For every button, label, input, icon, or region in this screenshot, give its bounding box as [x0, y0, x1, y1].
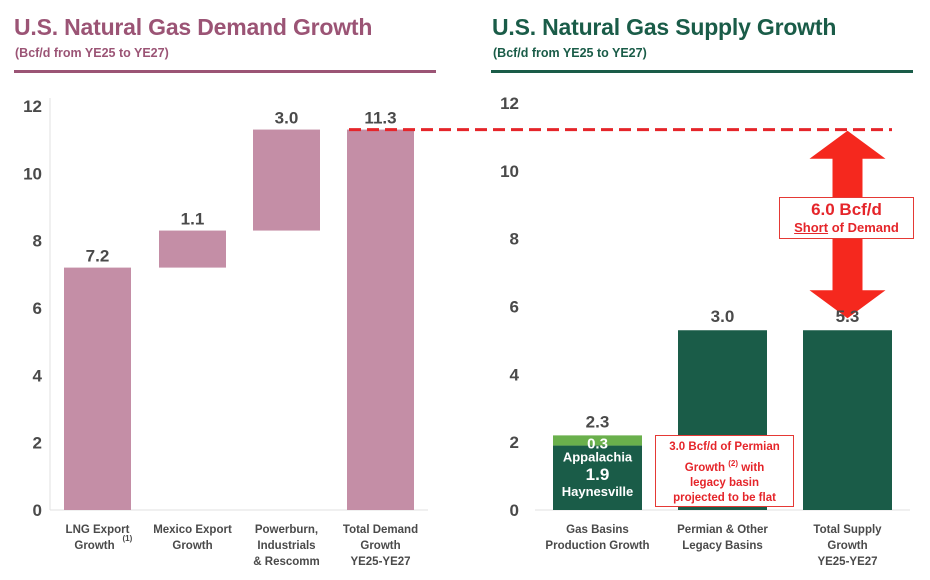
supply-chart-subtitle: (Bcf/d from YE25 to YE27): [493, 46, 647, 60]
supply-bar-total-label: 5.3: [836, 307, 860, 326]
appalachia-name-label: Appalachia: [563, 449, 633, 464]
demand-category-label: Growth: [172, 540, 212, 552]
appalachia-value-label: 0.3: [587, 435, 608, 452]
supply-y-tick-label: 4: [510, 365, 520, 384]
gap-annotation-text: Short of Demand: [780, 220, 913, 235]
demand-y-tick-label: 10: [23, 164, 42, 183]
demand-bar: [253, 129, 320, 231]
supply-category-label: YE25-YE27: [817, 556, 877, 568]
demand-category-label: Powerburn,: [255, 524, 318, 536]
supply-y-tick-label: 0: [510, 501, 519, 520]
supply-category-label: Legacy Basins: [682, 540, 763, 552]
supply-chart-title: U.S. Natural Gas Supply Growth: [492, 14, 837, 40]
demand-y-tick-label: 4: [33, 366, 43, 385]
demand-category-label: & Rescomm: [253, 556, 319, 568]
demand-y-tick-label: 6: [33, 299, 42, 318]
permian-note-line1: 3.0 Bcf/d of Permian: [669, 441, 780, 453]
demand-category-label: Growth: [360, 540, 400, 552]
gap-annotation-value: 6.0 Bcf/d: [811, 200, 882, 219]
demand-chart-title: U.S. Natural Gas Demand Growth: [14, 14, 373, 40]
demand-bar-value-label: 7.2: [86, 247, 110, 266]
permian-note-line2: Growth (2) with: [656, 456, 793, 476]
supply-title-rule: [491, 70, 913, 73]
supply-bar-segment: [553, 435, 642, 446]
demand-category-label: LNG Export: [66, 524, 130, 536]
permian-note-line3: legacy basin: [689, 476, 760, 489]
demand-bar-value-label: 11.3: [364, 109, 396, 128]
demand-category-label: YE25-YE27: [350, 556, 410, 568]
demand-y-tick-label: 0: [33, 501, 42, 520]
demand-bar: [159, 230, 226, 268]
permian-note-line4: projected to be flat: [673, 492, 776, 505]
permian-note-growth: Growth: [684, 461, 726, 474]
supply-bar-segment: [553, 445, 642, 510]
demand-category-label: Mexico Export: [153, 524, 232, 536]
demand-bar-value-label: 3.0: [275, 109, 299, 128]
demand-bar: [347, 129, 414, 511]
supply-bar-segment: [803, 330, 892, 510]
demand-category-label: Growth: [74, 540, 114, 552]
demand-chart-subtitle: (Bcf/d from YE25 to YE27): [15, 46, 169, 60]
haynesville-name-label: Haynesville: [562, 484, 634, 499]
demand-y-tick-label: 2: [33, 434, 42, 453]
supply-y-tick-label: 2: [510, 433, 519, 452]
haynesville-value-label: 1.9: [586, 465, 610, 484]
supply-bar-total-label: 2.3: [586, 412, 610, 431]
supply-category-label: Production Growth: [545, 540, 649, 552]
permian-note-with: with: [741, 461, 765, 474]
supply-category-label: Gas Basins: [566, 524, 629, 536]
demand-category-label: Total Demand: [343, 524, 418, 536]
gap-annotation-short: Short: [794, 220, 829, 235]
supply-category-label: Growth: [827, 540, 867, 552]
gap-annotation-rest: of Demand: [828, 220, 899, 235]
supply-y-tick-label: 8: [510, 230, 519, 249]
demand-y-tick-label: 8: [33, 232, 42, 251]
demand-category-footnote: (1): [123, 534, 133, 543]
demand-bar: [64, 267, 131, 510]
permian-note-box: 3.0 Bcf/d of Permian Growth (2) with leg…: [655, 435, 794, 507]
permian-note-footnote: (2): [728, 458, 739, 468]
supply-bar-total-label: 3.0: [711, 307, 735, 326]
supply-y-tick-label: 6: [510, 298, 519, 317]
supply-category-label: Permian & Other: [677, 524, 768, 536]
supply-category-label: Total Supply: [813, 524, 882, 536]
demand-y-tick-label: 12: [23, 97, 42, 116]
demand-category-label: Industrials: [257, 540, 315, 552]
supply-y-tick-label: 12: [500, 94, 519, 113]
gap-annotation-box: 6.0 Bcf/d Short of Demand: [779, 197, 914, 239]
supply-y-tick-label: 10: [500, 162, 519, 181]
demand-title-rule: [14, 70, 436, 73]
demand-bar-value-label: 1.1: [181, 210, 205, 229]
